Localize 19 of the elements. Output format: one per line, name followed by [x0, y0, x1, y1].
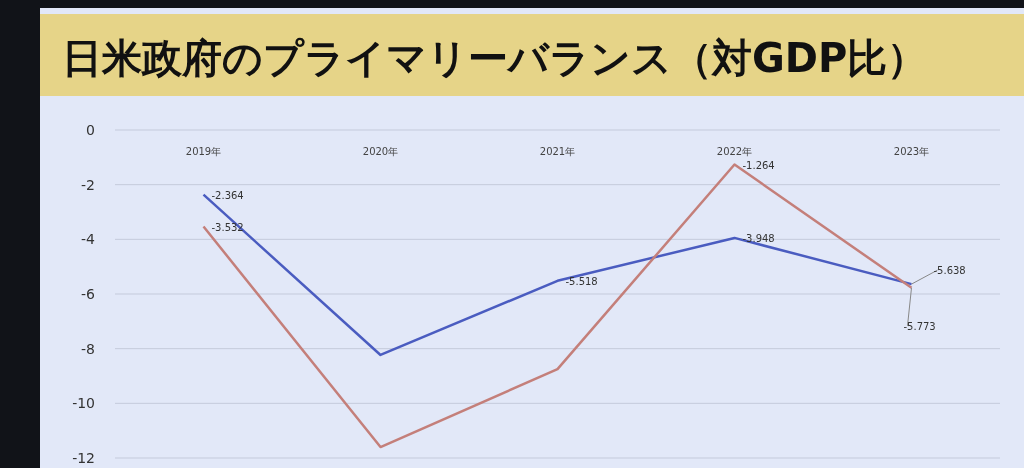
- y-tick-label: -2: [81, 176, 95, 193]
- x-tick-label: 2020年: [362, 146, 399, 157]
- y-tick-label: -6: [81, 286, 96, 302]
- chart-title: 日米政府のプライマリーバランス（対GDP比）: [62, 35, 928, 81]
- data-label: -5.773: [903, 320, 936, 332]
- data-label: -5.518: [565, 275, 598, 287]
- data-label: -2.364: [211, 189, 244, 201]
- y-tick-label: -4: [81, 231, 96, 248]
- x-tick-label: 2021年: [539, 146, 576, 157]
- data-label: -3.948: [742, 232, 775, 244]
- data-label: -1.264: [742, 159, 775, 171]
- y-tick-label: 0: [86, 122, 95, 138]
- y-tick-label: -10: [72, 395, 95, 412]
- x-tick-label: 2023年: [893, 146, 930, 157]
- data-label: -5.638: [933, 265, 966, 277]
- x-tick-label: 2022年: [716, 146, 753, 157]
- y-tick-label: -12: [72, 450, 95, 466]
- y-tick-label: -8: [81, 340, 95, 357]
- x-tick-label: 2019年: [185, 146, 222, 157]
